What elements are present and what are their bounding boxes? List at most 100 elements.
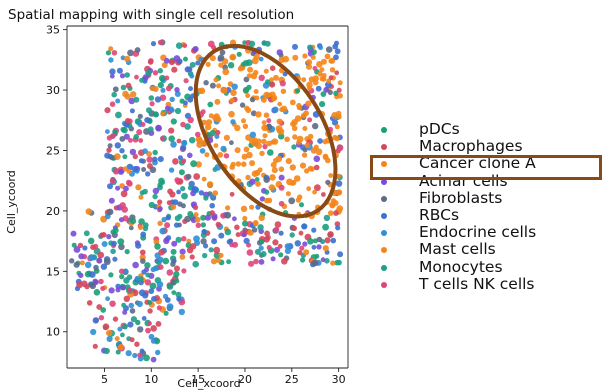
cell-point [131, 166, 139, 173]
cell-point [120, 332, 125, 338]
cell-point [119, 274, 125, 280]
legend-item: T cells NK cells [376, 275, 598, 293]
cell-point [112, 316, 119, 322]
annotations [193, 43, 338, 219]
cell-point [129, 308, 136, 314]
cell-point [114, 142, 122, 149]
cell-point [333, 90, 339, 97]
cell-point [157, 68, 163, 74]
cell-point [105, 50, 111, 56]
cell-point [303, 110, 309, 117]
cell-point [247, 229, 254, 236]
cell-point [127, 49, 134, 57]
cell-point [220, 145, 227, 152]
cell-point [334, 124, 340, 130]
cell-point [320, 91, 327, 97]
cell-point [111, 231, 118, 239]
cell-point [276, 118, 283, 125]
cell-point [182, 43, 188, 48]
cell-point [123, 133, 130, 140]
cell-point [296, 139, 302, 145]
cell-point [139, 249, 146, 256]
cell-point [150, 266, 156, 273]
cell-point [193, 212, 199, 218]
cell-point [315, 148, 323, 156]
cell-point [263, 176, 271, 183]
cell-point [324, 258, 330, 264]
cell-point [171, 240, 178, 247]
cell-point [271, 167, 278, 174]
cell-point [324, 157, 331, 164]
cell-point [297, 250, 303, 256]
cell-point [252, 227, 258, 233]
cell-point [206, 181, 214, 188]
cell-point [214, 134, 220, 139]
cell-point [196, 141, 203, 148]
cell-point [122, 166, 128, 172]
cell-point [133, 134, 139, 140]
cell-point [180, 121, 186, 128]
cell-point [207, 40, 215, 48]
cell-point [138, 158, 144, 164]
cell-point [130, 218, 137, 225]
cell-point [199, 148, 206, 154]
cell-point [109, 73, 115, 79]
cell-point [268, 184, 276, 191]
cell-point [168, 135, 175, 142]
cell-point [174, 265, 180, 272]
cell-point [266, 118, 272, 124]
cell-point [106, 208, 114, 216]
cell-point [174, 91, 181, 97]
y-tick-label: 15 [46, 265, 60, 278]
cell-point [227, 61, 235, 69]
cell-point [157, 256, 164, 263]
cell-point [169, 96, 175, 103]
cell-point [258, 245, 264, 251]
cell-point [92, 317, 100, 324]
cell-point [144, 279, 152, 286]
cell-point [150, 325, 157, 332]
cell-point [337, 251, 344, 258]
cell-point [127, 138, 133, 143]
cell-point [307, 165, 313, 171]
cell-point [159, 74, 166, 82]
cell-point [156, 305, 162, 311]
cell-point [123, 185, 129, 192]
cell-point [258, 238, 265, 245]
cell-point [170, 261, 176, 267]
cell-point [195, 131, 201, 138]
cell-point [84, 261, 92, 269]
cell-point [328, 58, 334, 64]
cell-point [335, 225, 341, 231]
cell-point [225, 205, 231, 211]
legend-marker [381, 127, 387, 133]
cell-point [332, 43, 339, 50]
cell-point [104, 213, 111, 220]
legend-label: Endocrine cells [419, 223, 537, 242]
cell-point [249, 138, 256, 145]
cell-point [184, 215, 191, 223]
legend-label: RBCs [419, 205, 460, 224]
cell-point [255, 142, 262, 150]
cell-point [92, 343, 98, 349]
cell-point [249, 204, 255, 210]
cell-point [201, 176, 207, 182]
cell-point [136, 300, 143, 308]
cell-point [164, 297, 171, 303]
cell-point [328, 173, 334, 178]
cell-point [192, 204, 199, 211]
cell-point [195, 222, 201, 228]
cell-point [117, 238, 125, 246]
cell-point [138, 218, 145, 225]
cell-point [230, 89, 237, 97]
cell-point [198, 190, 205, 196]
cell-point [175, 42, 183, 49]
cell-point [192, 46, 199, 53]
cell-point [181, 140, 188, 147]
cell-point [176, 296, 182, 302]
cell-point [247, 66, 254, 73]
cell-point [141, 316, 147, 321]
cell-point [155, 125, 162, 132]
cell-point [325, 179, 331, 185]
cell-point [181, 236, 187, 242]
